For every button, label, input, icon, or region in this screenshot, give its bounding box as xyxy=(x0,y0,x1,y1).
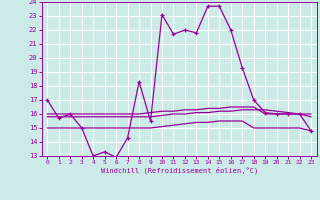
X-axis label: Windchill (Refroidissement éolien,°C): Windchill (Refroidissement éolien,°C) xyxy=(100,167,258,174)
